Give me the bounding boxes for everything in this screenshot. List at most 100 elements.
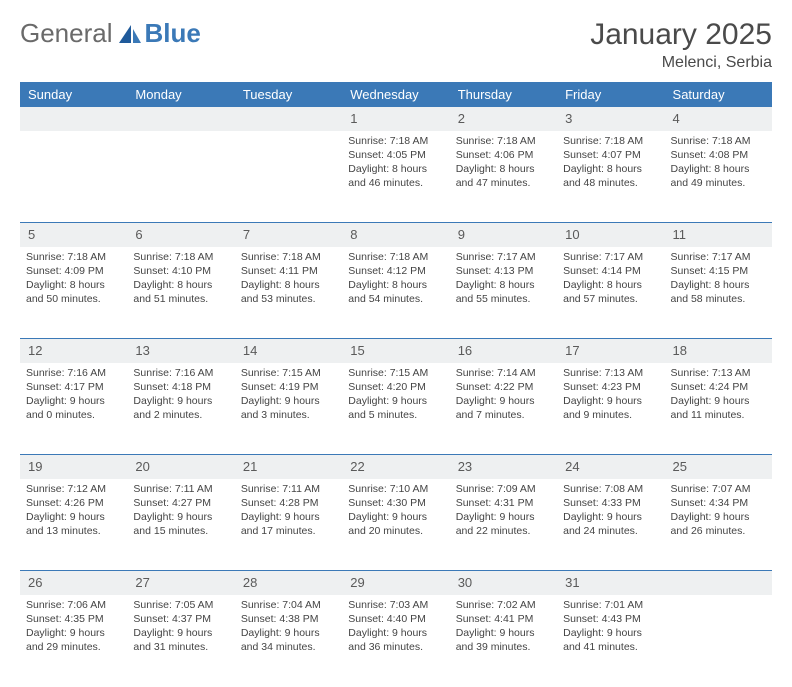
day-cell: Sunrise: 7:12 AMSunset: 4:26 PMDaylight:…	[20, 479, 127, 571]
daylight-line: Daylight: 9 hours	[563, 626, 658, 640]
day-cell: Sunrise: 7:02 AMSunset: 4:41 PMDaylight:…	[450, 595, 557, 687]
day-details: Sunrise: 7:10 AMSunset: 4:30 PMDaylight:…	[348, 482, 443, 539]
sunrise-line: Sunrise: 7:18 AM	[563, 134, 658, 148]
daylight-line2: and 50 minutes.	[26, 292, 121, 306]
day-details: Sunrise: 7:18 AMSunset: 4:09 PMDaylight:…	[26, 250, 121, 307]
day-cell: Sunrise: 7:16 AMSunset: 4:17 PMDaylight:…	[20, 363, 127, 455]
logo-text-general: General	[20, 18, 113, 49]
weekday-header: Saturday	[665, 82, 772, 107]
sunrise-line: Sunrise: 7:07 AM	[671, 482, 766, 496]
weekday-header: Sunday	[20, 82, 127, 107]
day-number: 18	[665, 339, 772, 363]
day-cell	[235, 131, 342, 223]
day-details: Sunrise: 7:05 AMSunset: 4:37 PMDaylight:…	[133, 598, 228, 655]
daylight-line: Daylight: 9 hours	[563, 394, 658, 408]
sunset-line: Sunset: 4:06 PM	[456, 148, 551, 162]
sunset-line: Sunset: 4:09 PM	[26, 264, 121, 278]
day-number: 6	[127, 223, 234, 247]
day-number: 16	[450, 339, 557, 363]
day-number: 22	[342, 455, 449, 479]
daylight-line: Daylight: 9 hours	[671, 510, 766, 524]
day-number: 1	[342, 107, 449, 131]
day-number: 10	[557, 223, 664, 247]
day-details: Sunrise: 7:15 AMSunset: 4:19 PMDaylight:…	[241, 366, 336, 423]
sunset-line: Sunset: 4:37 PM	[133, 612, 228, 626]
day-details: Sunrise: 7:18 AMSunset: 4:07 PMDaylight:…	[563, 134, 658, 191]
day-number-row: 262728293031	[20, 571, 772, 595]
sunset-line: Sunset: 4:14 PM	[563, 264, 658, 278]
daylight-line2: and 36 minutes.	[348, 640, 443, 654]
day-number: 5	[20, 223, 127, 247]
daylight-line: Daylight: 9 hours	[348, 626, 443, 640]
daylight-line: Daylight: 8 hours	[456, 278, 551, 292]
sunrise-line: Sunrise: 7:08 AM	[563, 482, 658, 496]
daylight-line2: and 7 minutes.	[456, 408, 551, 422]
day-number: 25	[665, 455, 772, 479]
sunrise-line: Sunrise: 7:18 AM	[348, 250, 443, 264]
day-number: 19	[20, 455, 127, 479]
weekday-header: Tuesday	[235, 82, 342, 107]
logo-sail-icon	[117, 23, 143, 45]
day-cell: Sunrise: 7:18 AMSunset: 4:06 PMDaylight:…	[450, 131, 557, 223]
day-number: 4	[665, 107, 772, 131]
sunset-line: Sunset: 4:41 PM	[456, 612, 551, 626]
day-cell: Sunrise: 7:17 AMSunset: 4:15 PMDaylight:…	[665, 247, 772, 339]
day-number: 20	[127, 455, 234, 479]
sunrise-line: Sunrise: 7:16 AM	[26, 366, 121, 380]
sunset-line: Sunset: 4:08 PM	[671, 148, 766, 162]
daylight-line: Daylight: 9 hours	[456, 510, 551, 524]
sunrise-line: Sunrise: 7:13 AM	[671, 366, 766, 380]
day-cell: Sunrise: 7:13 AMSunset: 4:24 PMDaylight:…	[665, 363, 772, 455]
sunset-line: Sunset: 4:10 PM	[133, 264, 228, 278]
day-number: 14	[235, 339, 342, 363]
sunrise-line: Sunrise: 7:04 AM	[241, 598, 336, 612]
day-number: 23	[450, 455, 557, 479]
month-title: January 2025	[590, 18, 772, 52]
day-cell: Sunrise: 7:07 AMSunset: 4:34 PMDaylight:…	[665, 479, 772, 571]
day-cell: Sunrise: 7:01 AMSunset: 4:43 PMDaylight:…	[557, 595, 664, 687]
sunrise-line: Sunrise: 7:18 AM	[133, 250, 228, 264]
day-number: 2	[450, 107, 557, 131]
day-cell: Sunrise: 7:16 AMSunset: 4:18 PMDaylight:…	[127, 363, 234, 455]
daylight-line2: and 47 minutes.	[456, 176, 551, 190]
sunset-line: Sunset: 4:31 PM	[456, 496, 551, 510]
day-cell: Sunrise: 7:06 AMSunset: 4:35 PMDaylight:…	[20, 595, 127, 687]
day-cell: Sunrise: 7:15 AMSunset: 4:19 PMDaylight:…	[235, 363, 342, 455]
daylight-line2: and 57 minutes.	[563, 292, 658, 306]
daylight-line2: and 17 minutes.	[241, 524, 336, 538]
day-details: Sunrise: 7:11 AMSunset: 4:27 PMDaylight:…	[133, 482, 228, 539]
sunset-line: Sunset: 4:30 PM	[348, 496, 443, 510]
day-cell: Sunrise: 7:18 AMSunset: 4:08 PMDaylight:…	[665, 131, 772, 223]
daylight-line: Daylight: 9 hours	[456, 626, 551, 640]
day-cell: Sunrise: 7:18 AMSunset: 4:11 PMDaylight:…	[235, 247, 342, 339]
sunset-line: Sunset: 4:43 PM	[563, 612, 658, 626]
daylight-line: Daylight: 8 hours	[241, 278, 336, 292]
day-details: Sunrise: 7:16 AMSunset: 4:18 PMDaylight:…	[133, 366, 228, 423]
daylight-line2: and 15 minutes.	[133, 524, 228, 538]
logo: General Blue	[20, 18, 201, 49]
daylight-line2: and 39 minutes.	[456, 640, 551, 654]
day-cell: Sunrise: 7:18 AMSunset: 4:12 PMDaylight:…	[342, 247, 449, 339]
daylight-line: Daylight: 9 hours	[26, 394, 121, 408]
sunrise-line: Sunrise: 7:15 AM	[348, 366, 443, 380]
sunrise-line: Sunrise: 7:09 AM	[456, 482, 551, 496]
day-number: 13	[127, 339, 234, 363]
daylight-line: Daylight: 9 hours	[348, 394, 443, 408]
weekday-header: Thursday	[450, 82, 557, 107]
day-number: 21	[235, 455, 342, 479]
day-details: Sunrise: 7:17 AMSunset: 4:15 PMDaylight:…	[671, 250, 766, 307]
sunrise-line: Sunrise: 7:03 AM	[348, 598, 443, 612]
sunrise-line: Sunrise: 7:15 AM	[241, 366, 336, 380]
daylight-line2: and 51 minutes.	[133, 292, 228, 306]
daylight-line: Daylight: 9 hours	[133, 510, 228, 524]
day-number-row: 19202122232425	[20, 455, 772, 479]
daylight-line: Daylight: 9 hours	[26, 510, 121, 524]
daylight-line2: and 9 minutes.	[563, 408, 658, 422]
sunset-line: Sunset: 4:23 PM	[563, 380, 658, 394]
daylight-line: Daylight: 8 hours	[671, 162, 766, 176]
day-details: Sunrise: 7:18 AMSunset: 4:10 PMDaylight:…	[133, 250, 228, 307]
day-number-row: 12131415161718	[20, 339, 772, 363]
day-cell	[665, 595, 772, 687]
daylight-line2: and 48 minutes.	[563, 176, 658, 190]
day-cell: Sunrise: 7:11 AMSunset: 4:28 PMDaylight:…	[235, 479, 342, 571]
